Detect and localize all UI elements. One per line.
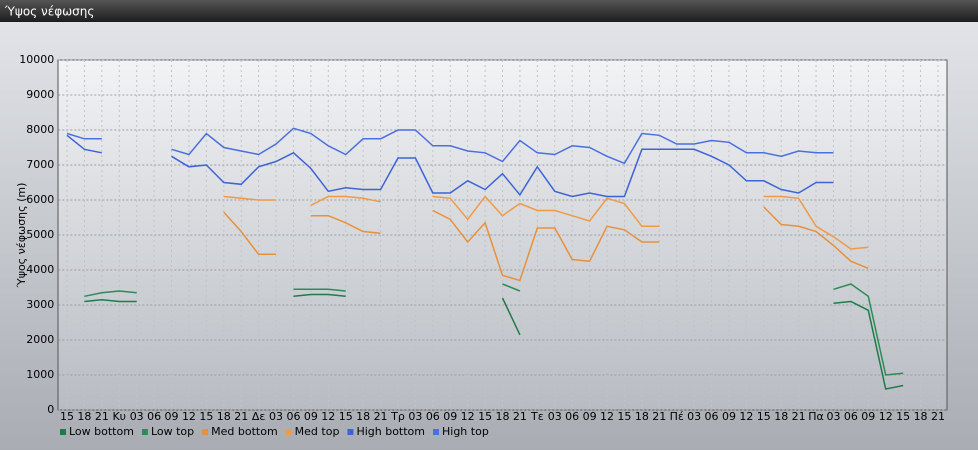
legend-marker <box>202 429 209 435</box>
x-tick-label: 03 <box>408 410 422 423</box>
x-tick-label: 06 <box>426 410 440 423</box>
y-tick-label: 3000 <box>26 298 54 311</box>
x-tick-label: 21 <box>513 410 527 423</box>
x-tick-label: 06 <box>286 410 300 423</box>
x-tick-label: 15 <box>617 410 631 423</box>
series-line <box>84 293 904 390</box>
y-tick-label: 6000 <box>26 193 54 206</box>
legend-marker <box>141 429 148 435</box>
legend-label: Med bottom <box>211 425 278 438</box>
y-tick-label: 5000 <box>26 228 54 241</box>
x-tick-label: 18 <box>77 410 91 423</box>
x-tick-label: 12 <box>600 410 614 423</box>
legend-label: Low top <box>151 425 194 438</box>
legend-marker <box>433 429 439 435</box>
x-tick-label: 09 <box>861 410 875 423</box>
x-tick-label: 09 <box>443 410 457 423</box>
legend-label: High top <box>442 425 489 438</box>
x-tick-label: 12 <box>321 410 335 423</box>
x-tick-label: 06 <box>147 410 161 423</box>
y-tick-label: 9000 <box>26 88 54 101</box>
y-tick-label: 1000 <box>26 368 54 381</box>
title-bar <box>0 0 978 22</box>
y-tick-label: 8000 <box>26 123 54 136</box>
legend-label: High bottom <box>356 425 425 438</box>
legend-label: Med top <box>295 425 340 438</box>
series-line <box>66 134 834 198</box>
x-tick-label: 15 <box>478 410 492 423</box>
x-tick-label: 21 <box>792 410 806 423</box>
x-tick-label: 12 <box>461 410 475 423</box>
x-tick-label: 18 <box>774 410 788 423</box>
x-tick-label: 18 <box>914 410 928 423</box>
x-tick-label: 06 <box>844 410 858 423</box>
y-tick-label: 7000 <box>26 158 54 171</box>
series-line <box>223 206 869 282</box>
x-tick-label: 03 <box>687 410 701 423</box>
x-tick-label: 15 <box>339 410 353 423</box>
x-tick-label: 18 <box>217 410 231 423</box>
x-tick-label: 21 <box>234 410 248 423</box>
legend-marker <box>285 429 292 435</box>
x-tick-label: 09 <box>583 410 597 423</box>
x-tick-label: 12 <box>739 410 753 423</box>
x-tick-label: Πέ <box>670 410 684 423</box>
x-tick-label: 15 <box>199 410 213 423</box>
x-tick-label: Τρ <box>390 410 405 423</box>
x-tick-label: 21 <box>374 410 388 423</box>
x-tick-label: 03 <box>548 410 562 423</box>
series-line <box>223 195 869 250</box>
x-tick-label: 15 <box>896 410 910 423</box>
x-tick-label: 06 <box>565 410 579 423</box>
x-tick-label: 03 <box>130 410 144 423</box>
x-tick-label: Πα <box>808 410 824 423</box>
x-tick-label: Κυ <box>112 410 126 423</box>
x-tick-label: 18 <box>496 410 510 423</box>
series-line <box>66 127 834 165</box>
x-tick-label: 12 <box>879 410 893 423</box>
x-tick-label: 18 <box>635 410 649 423</box>
x-tick-label: 06 <box>705 410 719 423</box>
y-tick-label: 0 <box>47 403 54 416</box>
x-tick-label: 09 <box>722 410 736 423</box>
x-tick-label: 18 <box>356 410 370 423</box>
legend-marker <box>60 429 66 435</box>
legend-marker <box>347 429 354 435</box>
y-tick-label: 4000 <box>26 263 54 276</box>
x-tick-label: 15 <box>60 410 74 423</box>
x-tick-label: 03 <box>269 410 283 423</box>
x-tick-label: 21 <box>931 410 945 423</box>
x-tick-label: 15 <box>757 410 771 423</box>
legend-label: Low bottom <box>69 425 134 438</box>
y-axis-label: Ύψος νέφωσης (m) <box>15 183 28 289</box>
x-tick-label: 09 <box>304 410 318 423</box>
series-line <box>84 283 904 376</box>
x-tick-label: 21 <box>652 410 666 423</box>
x-tick-label: 21 <box>95 410 109 423</box>
x-tick-label: Δε <box>252 410 266 423</box>
x-tick-label: Τε <box>530 410 544 423</box>
y-tick-label: 2000 <box>26 333 54 346</box>
x-tick-label: 03 <box>826 410 840 423</box>
y-tick-label: 10000 <box>19 53 54 66</box>
x-tick-label: 12 <box>182 410 196 423</box>
x-tick-label: 09 <box>165 410 179 423</box>
chart-title: Ύψος νέφωσης <box>4 5 94 19</box>
